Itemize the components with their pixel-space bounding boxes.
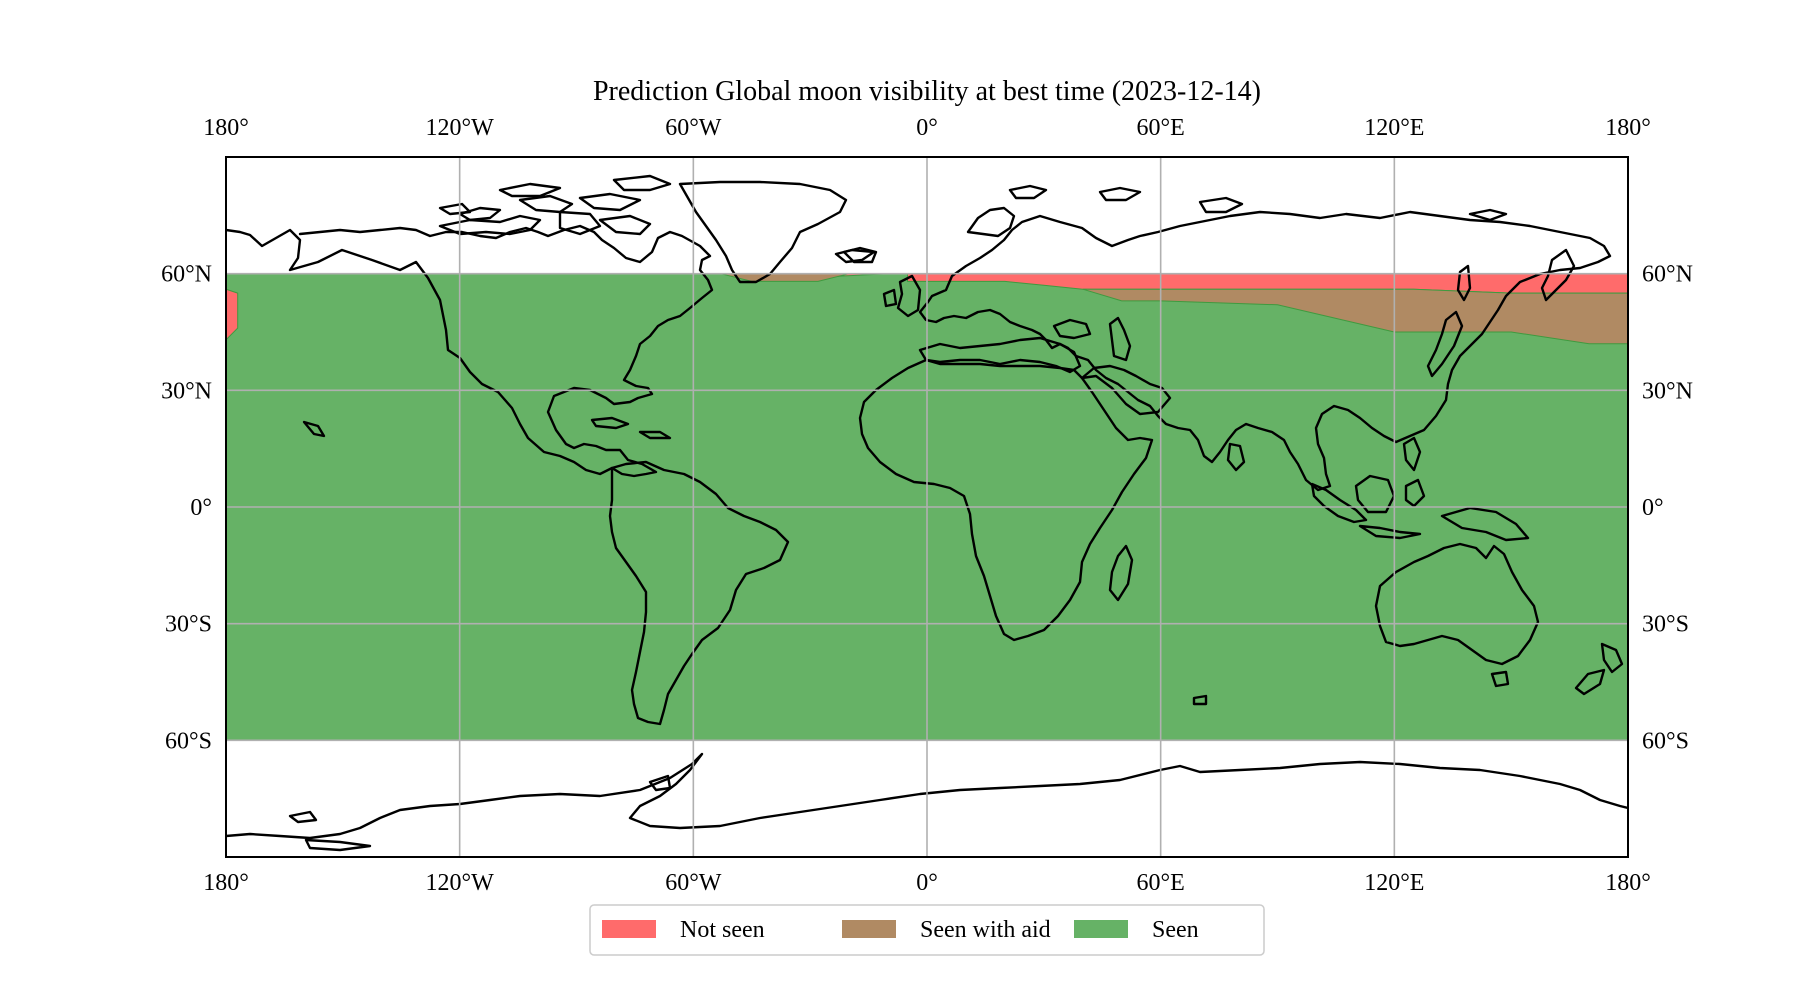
bottom-lon-tick-label: 120°E: [1364, 870, 1424, 896]
region-seen-with-aid-3: [1082, 288, 1628, 345]
right-lat-tick-label: 30°S: [1642, 612, 1689, 638]
right-lat-tick-label: 60°N: [1642, 262, 1693, 288]
bottom-lon-tick-label: 0°: [916, 870, 938, 896]
left-lat-tick-label: 0°: [190, 495, 212, 521]
top-lon-tick-label: 60°E: [1137, 115, 1185, 141]
legend: Not seen Seen with aid Seen: [589, 904, 1265, 956]
left-lat-tick-label: 30°S: [165, 612, 212, 638]
legend-frame: [589, 904, 1265, 956]
right-lat-tick-label: 30°N: [1642, 378, 1693, 404]
top-lon-tick-label: 180°: [203, 115, 249, 141]
tick-labels: 180° 180° 120°W 120°W 60°W 60°W 0° 0° 60°E 60°E 12…: [161, 115, 1693, 896]
bottom-lon-tick-label: 60°W: [665, 870, 722, 896]
bottom-lon-tick-label: 120°W: [426, 870, 495, 896]
legend-label-not-seen: Not seen: [680, 917, 765, 943]
bottom-lon-tick-label: 180°: [203, 870, 249, 896]
legend-label-seen-with-aid: Seen with aid: [920, 917, 1051, 943]
coast-australia: [1374, 542, 1540, 666]
top-lon-tick-label: 60°W: [665, 115, 722, 141]
legend-label-seen: Seen: [1152, 917, 1199, 943]
top-lon-tick-label: 180°: [1605, 115, 1651, 141]
top-lon-tick-label: 120°E: [1364, 115, 1424, 141]
right-lat-tick-label: 60°S: [1642, 728, 1689, 754]
left-lat-tick-label: 30°N: [161, 378, 212, 404]
legend-swatch-seen: [1074, 920, 1128, 938]
top-lon-tick-label: 0°: [916, 115, 938, 141]
legend-swatch-not-seen: [602, 920, 656, 938]
legend-swatch-seen-with-aid: [842, 920, 896, 938]
map-frame: [225, 156, 1629, 858]
bottom-lon-tick-label: 60°E: [1137, 870, 1185, 896]
graticule: [226, 157, 1628, 857]
coast-south-america: [608, 460, 790, 726]
bottom-lon-tick-label: 180°: [1605, 870, 1651, 896]
top-lon-tick-label: 120°W: [426, 115, 495, 141]
right-lat-tick-label: 0°: [1642, 495, 1664, 521]
coastlines: [226, 174, 1628, 852]
coast-africa: [858, 358, 1154, 642]
region-not-seen-1: [226, 288, 239, 341]
left-lat-tick-label: 60°S: [165, 728, 212, 754]
coast-greenland: [678, 180, 848, 284]
coast-antarctica: [226, 752, 1628, 840]
chart-title: Prediction Global moon visibility at bes…: [593, 76, 1261, 107]
left-lat-tick-label: 60°N: [161, 262, 212, 288]
